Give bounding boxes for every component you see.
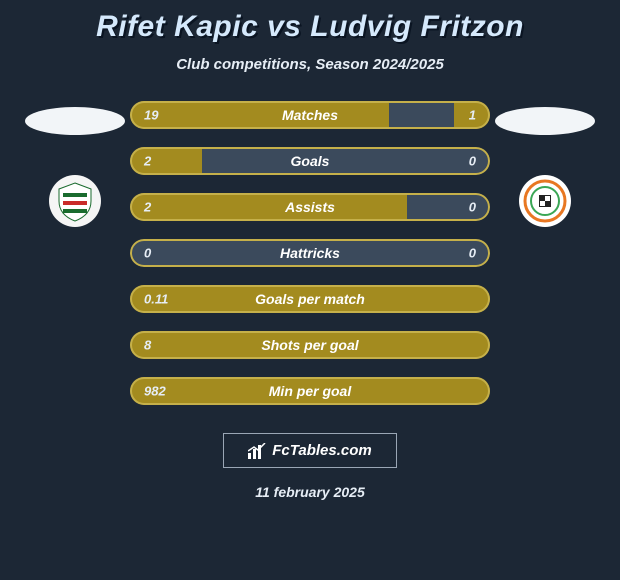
left-player-col — [20, 101, 130, 227]
stat-value-right: 0 — [469, 200, 476, 215]
stat-label: Min per goal — [269, 383, 351, 399]
stat-value-right: 0 — [469, 154, 476, 169]
stat-value-left: 2 — [144, 200, 151, 215]
player-silhouette-left — [25, 107, 125, 135]
subtitle: Club competitions, Season 2024/2025 — [0, 56, 620, 73]
stats-area: Matches191Goals20Assists20Hattricks00Goa… — [0, 101, 620, 405]
stat-value-left: 19 — [144, 108, 158, 123]
stat-fill-left — [130, 101, 389, 129]
brand-text: FcTables.com — [272, 442, 371, 459]
shield-icon — [53, 179, 97, 223]
stat-row: Shots per goal 8 — [130, 331, 490, 359]
stat-fill-left — [130, 193, 407, 221]
stat-value-right: 0 — [469, 246, 476, 261]
right-player-col — [490, 101, 600, 227]
stat-value-left: 2 — [144, 154, 151, 169]
player-silhouette-right — [495, 107, 595, 135]
stat-row: Assists 2 0 — [130, 193, 490, 221]
page-title: Rifet Kapic vs Ludvig Fritzon — [0, 10, 620, 44]
stat-row: Hattricks 0 0 — [130, 239, 490, 267]
stat-value-left: 0 — [144, 246, 151, 261]
comparison-container: Rifet Kapic vs Ludvig Fritzon Club compe… — [0, 0, 620, 580]
club-logo-right — [519, 175, 571, 227]
date-text: 11 february 2025 — [255, 484, 364, 500]
brand-box[interactable]: FcTables.com — [223, 433, 396, 468]
bar-chart-icon — [248, 443, 266, 459]
stat-label: Hattricks — [280, 245, 340, 261]
stat-value-left: 982 — [144, 384, 166, 399]
stat-row: Goals per match 0.11 — [130, 285, 490, 313]
circle-badge-icon — [523, 179, 567, 223]
stat-label: Goals per match — [255, 291, 365, 307]
stat-row: Matches 19 1 — [130, 101, 490, 129]
stat-fill-left — [130, 147, 202, 175]
stat-row: Goals 2 0 — [130, 147, 490, 175]
stat-label: Goals — [291, 153, 330, 169]
stat-label: Assists — [285, 199, 335, 215]
club-logo-left — [49, 175, 101, 227]
stat-value-left: 8 — [144, 338, 151, 353]
stat-label: Matches — [282, 107, 338, 123]
stat-label: Shots per goal — [261, 337, 358, 353]
stat-row: Min per goal 982 — [130, 377, 490, 405]
stat-value-left: 0.11 — [144, 292, 168, 307]
stat-bars: Matches191Goals20Assists20Hattricks00Goa… — [130, 101, 490, 405]
footer: FcTables.com 11 february 2025 — [0, 433, 620, 500]
stat-value-right: 1 — [469, 108, 476, 123]
